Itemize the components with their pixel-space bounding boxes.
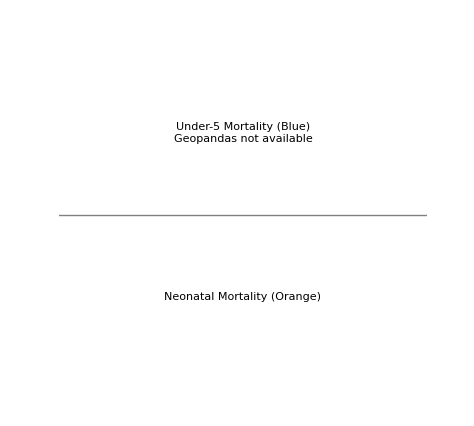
Text: Under-5 Mortality (Blue)
Geopandas not available: Under-5 Mortality (Blue) Geopandas not a… (173, 122, 312, 144)
Text: Neonatal Mortality (Orange): Neonatal Mortality (Orange) (164, 292, 321, 302)
